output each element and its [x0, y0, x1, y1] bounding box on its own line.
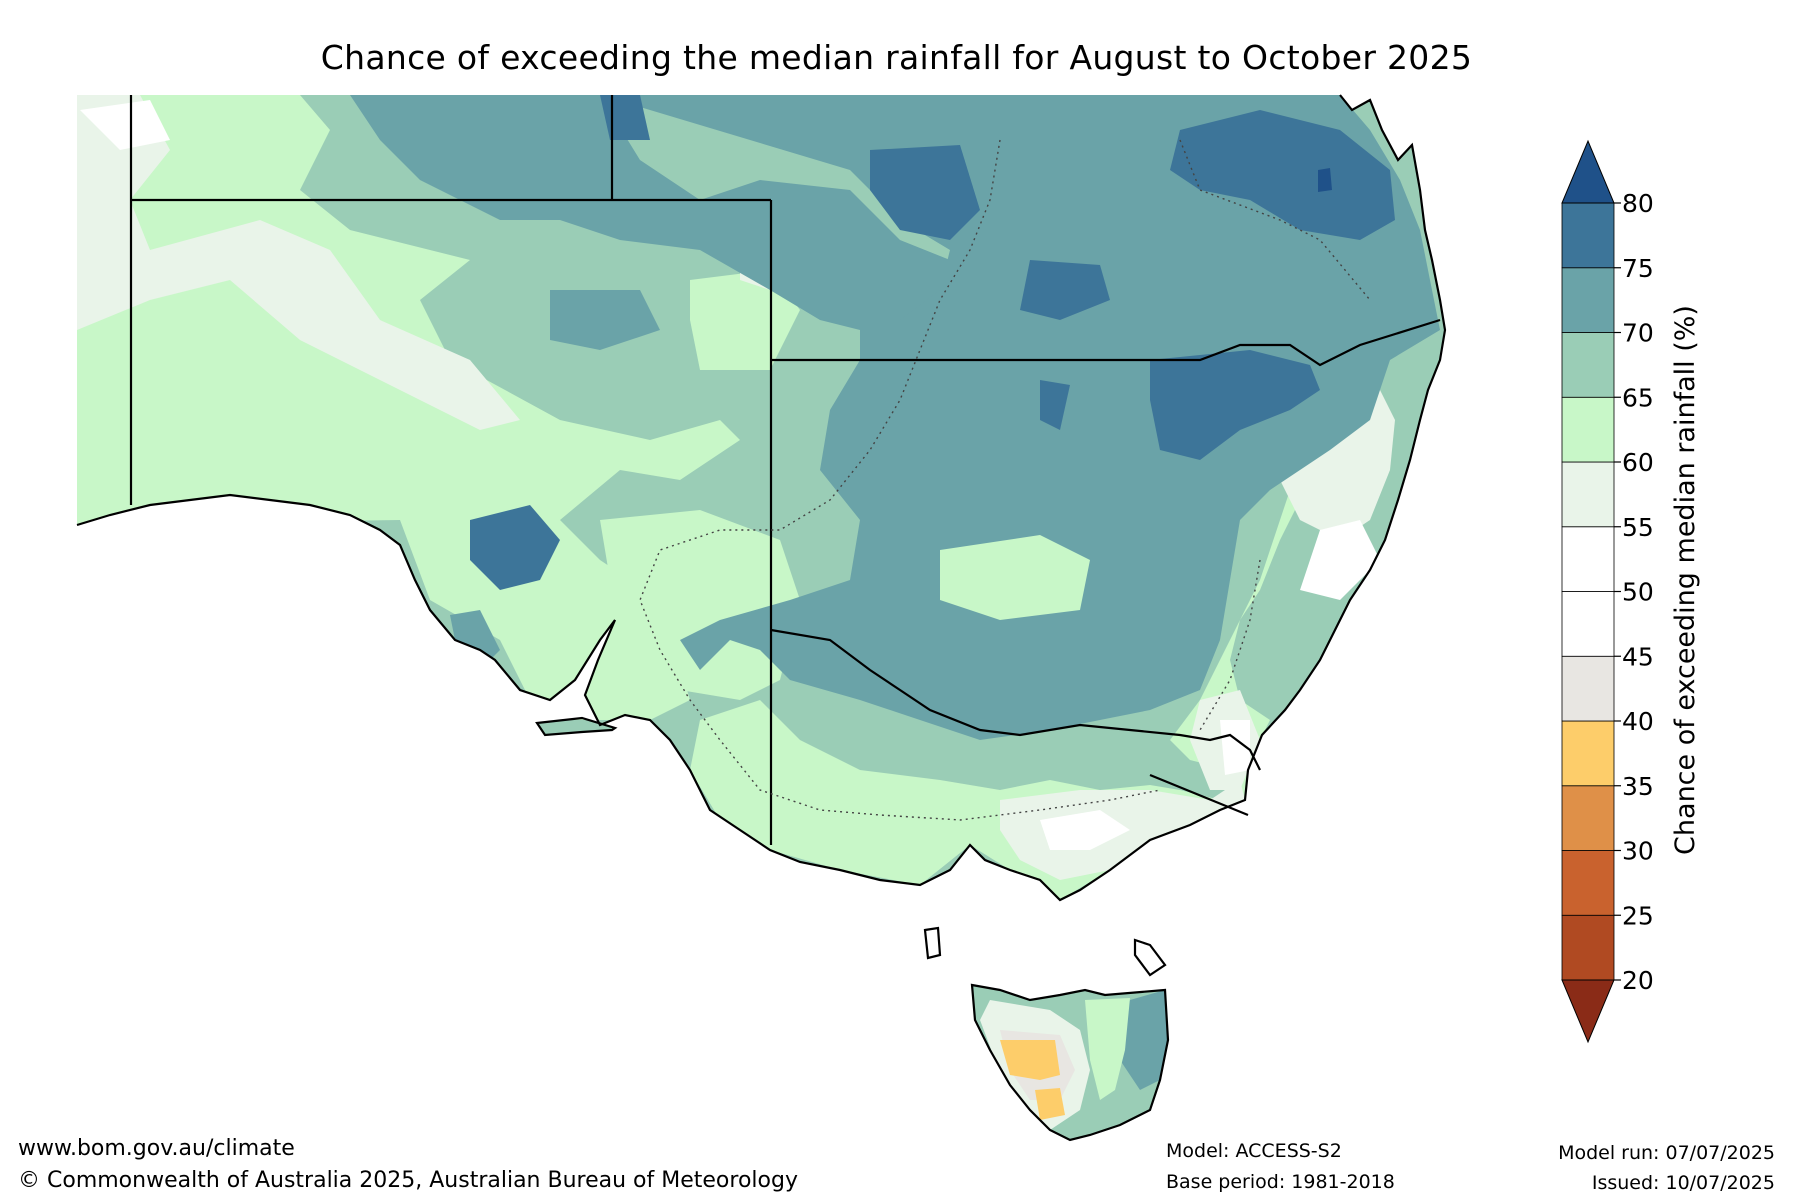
rainfall-fields	[77, 95, 1445, 1140]
legend-tick-label: 45	[1622, 642, 1654, 671]
legend-tick-label: 25	[1622, 901, 1654, 930]
legend-band-60-65	[1561, 396, 1615, 463]
legend-label: Chance of exceeding median rainfall (%)	[1670, 305, 1701, 855]
legend-band-50-55	[1561, 526, 1615, 592]
legend-tick-label: 30	[1622, 837, 1654, 866]
legend-tick-label: 80	[1622, 189, 1654, 218]
legend-band-35-40	[1561, 720, 1615, 787]
footer-issued: Issued: 10/07/2025	[1591, 1172, 1775, 1194]
legend-tick-label: 35	[1622, 772, 1654, 801]
legend-band-40-45	[1561, 655, 1615, 722]
legend-band-75-80	[1561, 202, 1615, 269]
coastline	[76, 94, 1447, 1142]
legend-band-25-30	[1561, 850, 1615, 916]
legend-tick-label: 60	[1622, 448, 1654, 477]
legend-band-65-70	[1561, 332, 1615, 398]
legend-band-45-50	[1561, 591, 1615, 657]
map-title: Chance of exceeding the median rainfall …	[320, 38, 1473, 77]
legend-tick-label: 20	[1622, 966, 1654, 995]
legend-band-30-35	[1561, 785, 1615, 851]
legend-tick-label: 50	[1622, 578, 1654, 607]
legend-over-arrow	[1561, 139, 1615, 204]
state-borders	[129, 95, 1441, 845]
legend-band-70-75	[1561, 267, 1615, 333]
legend-band-20-25	[1561, 914, 1615, 981]
legend-band-55-60	[1561, 461, 1615, 528]
legend-tick-label: 40	[1622, 707, 1654, 736]
legend-tick-label: 55	[1622, 513, 1654, 542]
footer-base-period: Base period: 1981-2018	[1166, 1171, 1395, 1193]
legend-tick-label: 75	[1622, 254, 1654, 283]
legend-under-arrow	[1561, 979, 1615, 1044]
legend-tick-label: 70	[1622, 319, 1654, 348]
footer-url: www.bom.gov.au/climate	[18, 1136, 295, 1161]
footer-model: Model: ACCESS-S2	[1166, 1140, 1342, 1162]
district-boundaries	[639, 139, 1371, 821]
footer-model-run: Model run: 07/07/2025	[1558, 1142, 1775, 1164]
footer-copyright: © Commonwealth of Australia 2025, Austra…	[18, 1168, 798, 1193]
legend-tick-label: 65	[1622, 383, 1654, 412]
